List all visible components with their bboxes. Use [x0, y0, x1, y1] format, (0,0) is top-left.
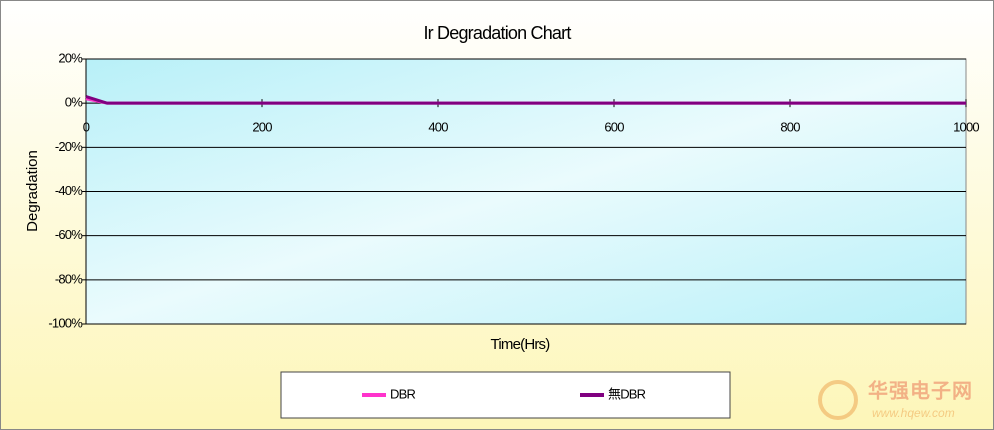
- y-tick-label: -100%: [48, 315, 83, 330]
- legend: [280, 371, 731, 419]
- legend-label: DBR: [390, 386, 415, 401]
- watermark: 华强电子网 www.hqew.com: [818, 378, 973, 420]
- y-tick-label: -60%: [55, 227, 83, 242]
- x-tick-label: 800: [780, 120, 800, 135]
- series-line: [85, 95, 966, 105]
- x-tick-label: 400: [428, 120, 448, 135]
- y-axis-label: Degradation: [24, 150, 41, 232]
- y-tick-label: -80%: [55, 271, 83, 286]
- watermark-logo: [818, 380, 858, 420]
- legend-label: 無DBR: [608, 386, 646, 401]
- x-tick-label: 1000: [953, 120, 979, 135]
- chart-title: Ir Degradation Chart: [423, 23, 571, 43]
- x-tick-label: 0: [83, 120, 90, 135]
- watermark-name: 华强电子网: [868, 378, 973, 402]
- x-axis-label: Time(Hrs): [491, 336, 551, 353]
- y-tick-label: -40%: [55, 183, 83, 198]
- y-tick-label: -20%: [55, 139, 83, 154]
- watermark-url: www.hqew.com: [872, 406, 955, 420]
- y-tick-label: 0%: [65, 95, 83, 110]
- x-tick-label: 600: [604, 120, 624, 135]
- x-tick-label: 200: [252, 120, 272, 135]
- y-tick-label: 20%: [58, 50, 83, 65]
